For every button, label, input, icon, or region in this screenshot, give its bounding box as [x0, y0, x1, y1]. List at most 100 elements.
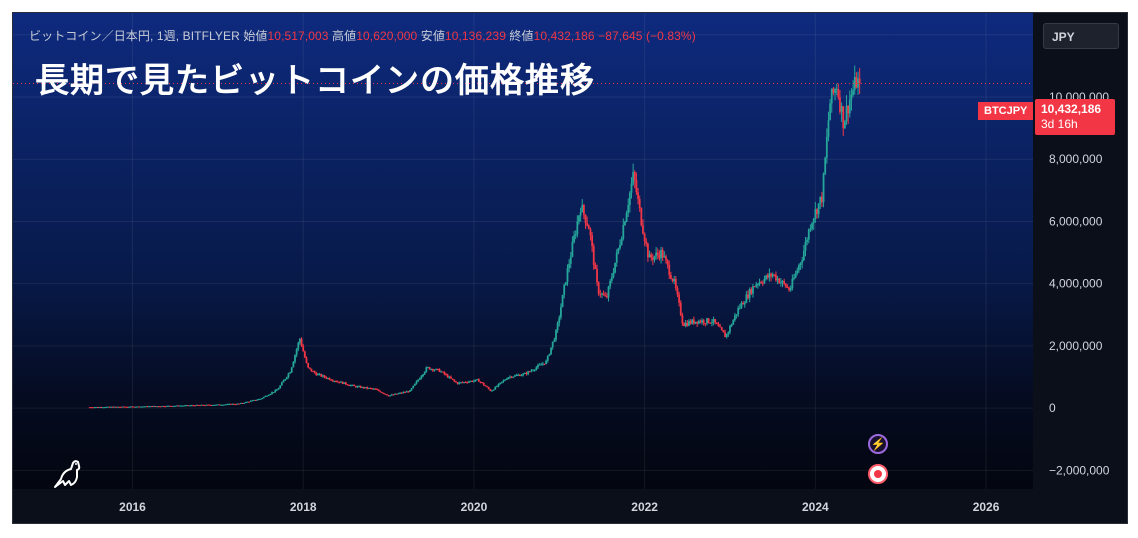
last-price-tag: 10,432,186 3d 16h: [1035, 99, 1115, 135]
candle-body: [166, 405, 168, 407]
time-axis[interactable]: [13, 489, 1033, 523]
candle-body: [422, 374, 424, 377]
candle-body: [692, 319, 695, 324]
candle-body: [711, 322, 713, 324]
candle-body: [743, 302, 746, 305]
candle-body: [732, 320, 735, 325]
candle-body: [185, 405, 188, 407]
price-axis[interactable]: [1033, 13, 1127, 523]
candle-body: [571, 242, 574, 257]
candle-body: [668, 264, 671, 276]
candle-body: [512, 376, 515, 378]
candle-body: [840, 106, 843, 112]
candle-body: [233, 403, 236, 405]
candle-body: [551, 341, 554, 348]
candle-body: [323, 375, 326, 378]
candle-body: [328, 377, 331, 380]
candle-body: [660, 249, 662, 259]
candle-body: [262, 396, 265, 399]
currency-button[interactable]: JPY: [1043, 23, 1119, 49]
symbol-tag: BTCJPY: [978, 102, 1034, 120]
candle-body: [734, 315, 736, 321]
candle-body: [786, 286, 789, 288]
candle-body: [622, 225, 625, 239]
candle-body: [129, 406, 132, 408]
candle-body: [473, 380, 475, 382]
candle-body: [221, 404, 224, 406]
candle-body: [315, 372, 318, 376]
candle-body: [492, 389, 495, 391]
candle-body: [722, 330, 725, 333]
candle-body: [203, 405, 206, 407]
plot-area[interactable]: [13, 13, 1033, 489]
candle-body: [300, 338, 303, 346]
candle-body: [683, 323, 685, 327]
candle-body: [847, 105, 850, 114]
candle-body: [202, 404, 204, 406]
candle-body: [141, 406, 144, 408]
candle-body: [824, 157, 827, 174]
candle-body: [827, 120, 830, 137]
candle-body: [428, 367, 431, 370]
candle-body: [509, 376, 511, 378]
lightning-icon[interactable]: ⚡: [868, 434, 888, 454]
candle-body: [379, 390, 382, 393]
candle-body: [669, 275, 672, 279]
candle-body: [811, 223, 813, 229]
candle-body: [138, 406, 140, 408]
candle-body: [257, 399, 260, 401]
candle-body: [645, 241, 648, 244]
candle-body: [156, 406, 159, 408]
candle-body: [730, 324, 733, 327]
candle-body: [592, 246, 595, 265]
candle-body: [674, 278, 677, 289]
candle-body: [162, 405, 165, 407]
candle-body: [338, 381, 341, 383]
candle-body: [779, 282, 782, 284]
candle-body: [251, 400, 254, 402]
candle-body: [550, 347, 552, 355]
candle-body: [494, 386, 497, 390]
candle-body: [518, 374, 521, 377]
candle-body: [701, 320, 703, 323]
candle-body: [340, 381, 342, 383]
candle-body: [267, 394, 270, 396]
candle-body: [471, 380, 474, 382]
candle-body: [200, 404, 203, 406]
candle-body: [809, 228, 812, 230]
candle-body: [415, 381, 418, 384]
candle-body: [445, 374, 447, 376]
candle-body: [719, 326, 722, 328]
candle-body: [676, 288, 679, 295]
candle-body: [566, 268, 569, 283]
bar-countdown: 3d 16h: [1041, 117, 1078, 131]
candle-body: [282, 380, 285, 383]
candle-body: [336, 381, 339, 383]
candle-body: [400, 392, 403, 394]
candle-body: [187, 405, 190, 407]
candle-body: [215, 404, 218, 406]
candle-body: [691, 319, 694, 324]
ohlc-legend[interactable]: ビットコイン／日本円, 1週, BITFLYER 始値10,517,003 高値…: [29, 27, 696, 44]
record-icon[interactable]: [868, 464, 888, 484]
candle-body: [274, 389, 277, 393]
candle-body: [817, 203, 820, 215]
candle-body: [597, 282, 600, 294]
candle-body: [354, 385, 357, 388]
candle-body: [184, 405, 186, 407]
legend-open-value: 10,517,003: [267, 29, 329, 43]
candle-body: [241, 403, 244, 405]
tradingview-dino-icon[interactable]: [51, 457, 87, 489]
candle-body: [164, 406, 167, 408]
candle-body: [256, 399, 259, 401]
candle-body: [689, 321, 692, 324]
candle-body: [747, 294, 749, 299]
candle-body: [266, 395, 268, 397]
candle-body: [97, 407, 99, 409]
candle-body: [367, 388, 370, 390]
candle-body: [530, 370, 533, 372]
candle-body: [279, 385, 282, 389]
candle-body: [500, 381, 503, 383]
candle-body: [525, 372, 528, 375]
candle-body: [464, 382, 467, 384]
